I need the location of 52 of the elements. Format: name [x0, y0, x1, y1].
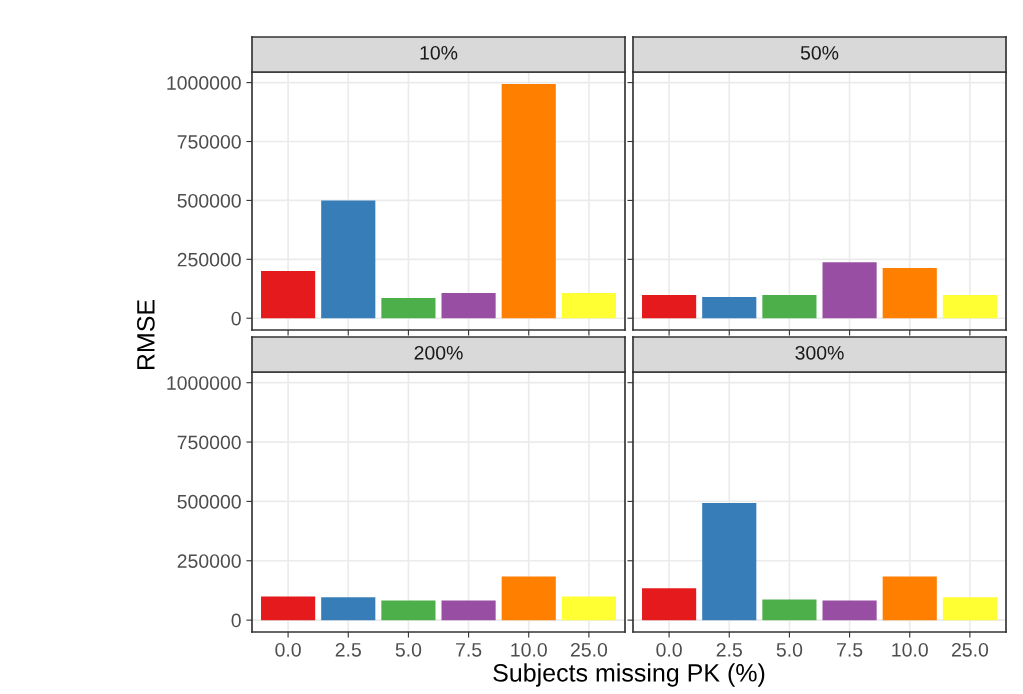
x-axis-title: Subjects missing PK (%) — [493, 663, 765, 687]
bar — [762, 294, 817, 319]
y-tick-label: 500000 — [177, 193, 241, 208]
y-tick-label: 0 — [231, 613, 241, 628]
y-axis-title: RMSE — [137, 299, 155, 370]
x-tick-label: 25.0 — [951, 642, 989, 657]
chart-title: 200% — [414, 345, 463, 360]
bar — [561, 596, 616, 621]
bar — [561, 293, 616, 319]
x-tick-label: 7.5 — [456, 643, 482, 657]
x-tick-label: 0.0 — [275, 642, 301, 657]
bar — [381, 297, 436, 319]
chart-title: 10% — [420, 45, 458, 60]
bar — [702, 297, 757, 319]
y-tick-label: 750000 — [177, 134, 241, 149]
bar — [441, 600, 496, 621]
bar — [321, 597, 376, 621]
bar — [942, 294, 997, 319]
x-tick-label: 2.5 — [716, 642, 742, 657]
y-tick-label: 500000 — [177, 494, 241, 509]
y-tick-label: 250000 — [177, 554, 241, 568]
y-tick-label: 250000 — [177, 252, 241, 267]
x-tick-label: 7.5 — [837, 643, 863, 657]
bar — [822, 600, 877, 621]
bar — [942, 597, 997, 621]
y-tick-label: 1000000 — [167, 376, 241, 390]
bar — [441, 293, 496, 319]
y-tick-label: 0 — [231, 311, 241, 326]
bar — [261, 271, 316, 319]
bar — [762, 599, 817, 621]
x-tick-label: 5.0 — [395, 642, 422, 657]
bar — [882, 576, 937, 621]
bar — [822, 262, 877, 319]
bar — [501, 576, 556, 621]
bar — [321, 200, 376, 319]
bar — [882, 268, 937, 319]
bar — [702, 503, 757, 621]
bar — [501, 84, 556, 319]
x-tick-label: 2.5 — [335, 642, 361, 657]
y-tick-label: 750000 — [177, 435, 241, 450]
chart-title: 300% — [795, 345, 844, 360]
x-tick-label: 0.0 — [656, 642, 682, 657]
y-tick-label: 1000000 — [167, 76, 241, 90]
x-tick-label: 5.0 — [776, 642, 803, 657]
chart-title: 50% — [800, 45, 839, 60]
bar — [642, 294, 697, 319]
x-tick-label: 10.0 — [511, 642, 547, 657]
x-tick-label: 25.0 — [570, 642, 608, 657]
bar — [642, 588, 697, 621]
bar — [381, 600, 436, 621]
bar — [261, 596, 316, 621]
x-tick-label: 10.0 — [892, 642, 928, 657]
